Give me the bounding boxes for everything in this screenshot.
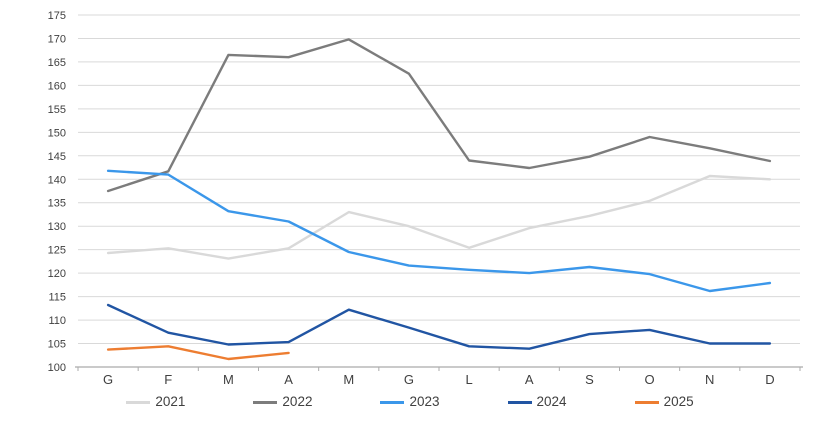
- x-axis-category-label: G: [404, 372, 414, 387]
- legend-swatch-2025: [634, 400, 659, 404]
- legend-item-2025: 2025: [634, 394, 694, 410]
- y-axis-tick-label: 175: [48, 10, 66, 22]
- x-axis-category-label: L: [465, 372, 472, 387]
- series-line-2024: [106, 303, 772, 350]
- x-axis-category-label: N: [705, 372, 714, 387]
- x-axis-category-label: A: [284, 372, 293, 387]
- y-axis-tick-label: 105: [48, 339, 66, 351]
- series-line-2025: [106, 345, 290, 361]
- x-axis-category-label: D: [765, 372, 774, 387]
- series-line-2021: [106, 174, 772, 260]
- y-axis-tick-label: 100: [48, 362, 66, 374]
- y-axis-tick-label: 110: [48, 315, 66, 327]
- y-axis-tick-label: 145: [48, 151, 66, 163]
- x-axis-category-label: M: [223, 372, 234, 387]
- y-axis-tick-label: 165: [48, 57, 66, 69]
- legend-label-2025: 2025: [663, 394, 694, 410]
- legend-item-2022: 2022: [253, 395, 312, 409]
- x-axis-category-label: O: [645, 372, 655, 387]
- legend-label-2024: 2024: [536, 394, 567, 410]
- legend-swatch-2022: [253, 400, 278, 404]
- x-axis-category-label: G: [103, 372, 113, 387]
- y-axis-tick-label: 155: [48, 104, 66, 116]
- y-axis-tick-label: 120: [48, 268, 66, 280]
- x-axis-category-label: A: [525, 372, 534, 387]
- legend-swatch-2021: [126, 400, 151, 404]
- y-axis-tick-label: 170: [48, 33, 66, 45]
- y-axis-tick-label: 160: [48, 80, 66, 92]
- y-axis-tick-label: 140: [48, 174, 66, 186]
- y-axis-tick-label: 135: [48, 198, 66, 210]
- x-axis-category-label: F: [164, 372, 172, 387]
- legend-swatch-2024: [507, 400, 532, 404]
- x-axis-category-label: S: [585, 372, 594, 387]
- legend-label-2023: 2023: [409, 394, 440, 410]
- y-axis-tick-label: 130: [48, 221, 66, 233]
- legend-swatch-2023: [380, 400, 405, 404]
- legend-item-2023: 2023: [380, 394, 440, 410]
- x-axis-category-label: M: [343, 372, 354, 387]
- legend-item-2021: 2021: [126, 395, 185, 409]
- legend-label-2021: 2021: [155, 394, 186, 410]
- series-line-2022: [106, 38, 772, 193]
- chart-legend: 2021 2022 2023 2024 2025: [0, 390, 820, 414]
- y-axis-tick-label: 125: [48, 245, 66, 257]
- y-axis-tick-label: 115: [48, 292, 66, 304]
- series-line-2023: [106, 169, 772, 293]
- legend-label-2022: 2022: [282, 394, 313, 410]
- legend-item-2024: 2024: [507, 394, 567, 410]
- y-axis-tick-label: 150: [48, 127, 66, 139]
